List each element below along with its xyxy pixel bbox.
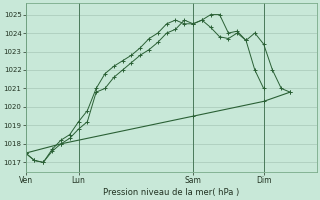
X-axis label: Pression niveau de la mer( hPa ): Pression niveau de la mer( hPa ) xyxy=(103,188,239,197)
